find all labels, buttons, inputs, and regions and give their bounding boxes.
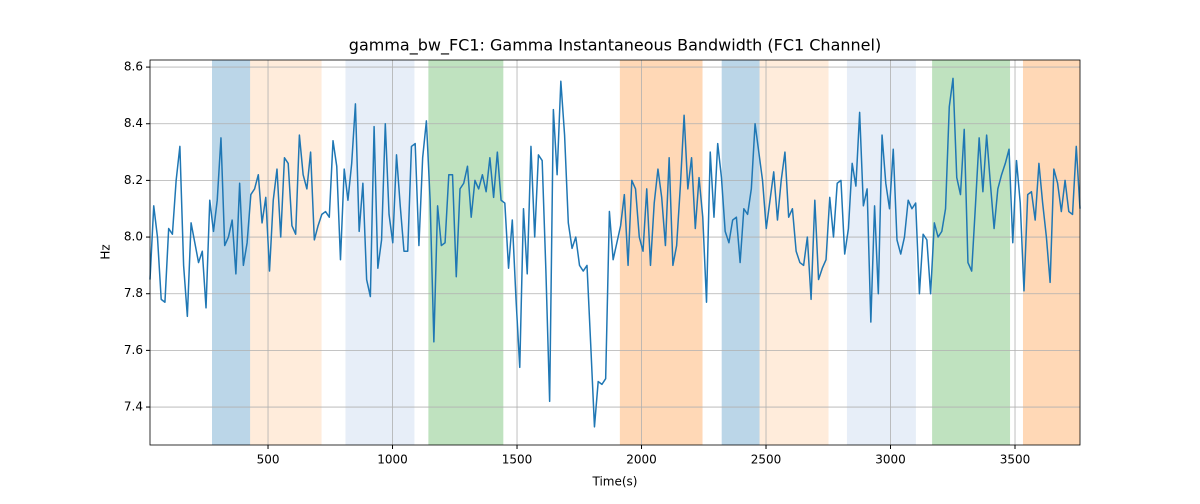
shaded-span	[932, 60, 1011, 445]
shaded-span	[846, 60, 916, 445]
shaded-span	[250, 60, 322, 445]
shaded-span	[619, 60, 703, 445]
y-tick-label: 8.4	[124, 116, 143, 130]
x-tick-label: 3000	[875, 453, 906, 467]
x-tick-label: 2000	[626, 453, 657, 467]
shaded-span	[212, 60, 251, 445]
y-tick-label: 8.6	[124, 60, 143, 74]
x-tick-label: 1500	[502, 453, 533, 467]
x-tick-label: 2500	[751, 453, 782, 467]
y-axis-label: Hz	[99, 244, 113, 259]
x-tick-label: 500	[257, 453, 280, 467]
x-tick-label: 3500	[1000, 453, 1031, 467]
shaded-span	[759, 60, 829, 445]
x-axis-label: Time(s)	[592, 475, 638, 489]
plot-frame	[149, 59, 1081, 446]
y-tick-label: 8.2	[124, 173, 143, 187]
shaded-span	[428, 60, 504, 445]
chart-title: gamma_bw_FC1: Gamma Instantaneous Bandwi…	[349, 36, 881, 56]
x-tick-label: 1000	[377, 453, 408, 467]
data-line	[149, 77, 1081, 428]
y-tick-label: 7.6	[124, 343, 143, 357]
y-tick-label: 7.8	[124, 286, 143, 300]
y-tick-label: 7.4	[124, 400, 143, 414]
y-tick-label: 8.0	[124, 230, 143, 244]
